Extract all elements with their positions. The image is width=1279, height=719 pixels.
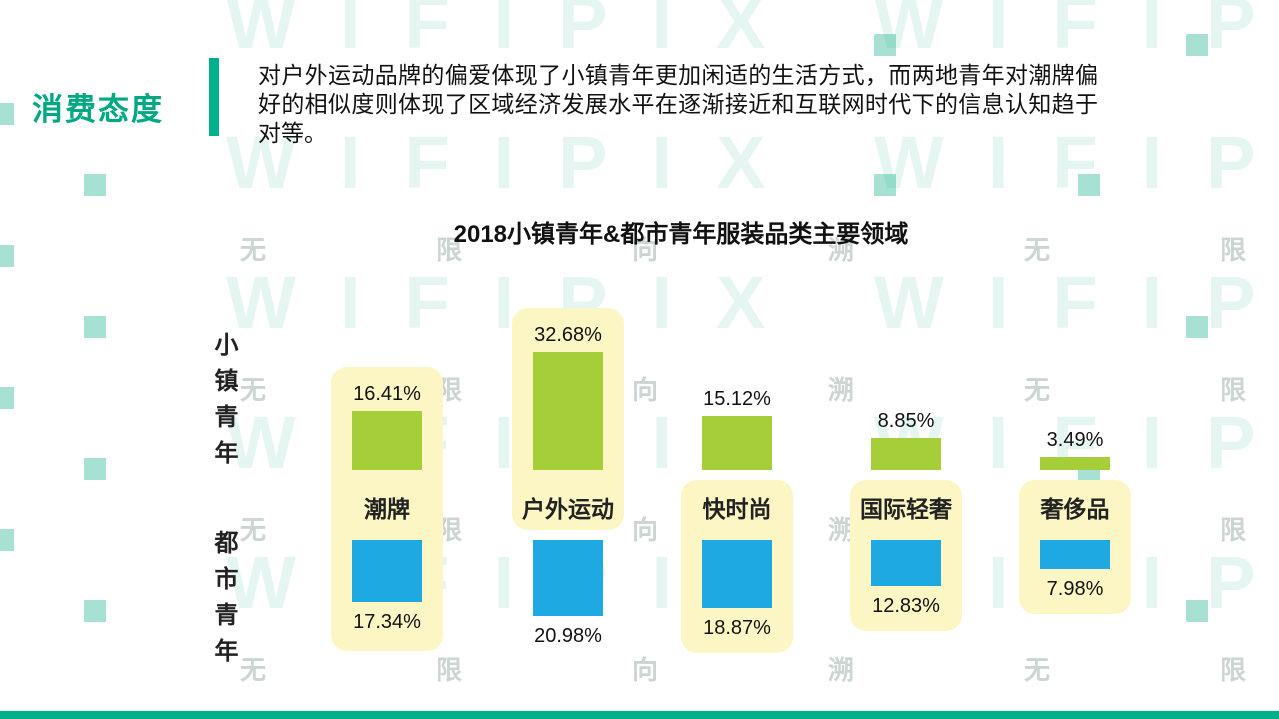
value-label-town-youth: 3.49% [1046,429,1104,451]
bar-urban-youth [352,540,422,602]
decor-square [84,174,106,196]
bar-urban-youth [1040,540,1110,569]
chart-column: 15.12% 快时尚 18.87% [681,290,793,710]
series-label-town-youth: 小镇青年 [210,332,237,476]
chart-column: 32.68% 户外运动 20.98% [512,290,624,710]
chart-title: 2018小镇青年&都市青年服装品类主要领域 [453,221,909,248]
value-label-urban-youth: 20.98% [534,625,602,647]
bar-urban-youth [533,540,603,616]
bar-town-youth [352,411,422,470]
section-accent-bar [209,58,219,136]
decor-square [0,103,14,125]
decor-square [1186,34,1208,56]
section-title: 消费态度 [32,92,164,127]
value-label-urban-youth: 12.83% [872,595,940,617]
section-description: 对户外运动品牌的偏爱体现了小镇青年更加闲适的生活方式，而两地青年对潮牌偏好的相似… [258,62,1098,146]
bar-town-youth [533,352,603,470]
category-label: 国际轻奢 [860,496,952,522]
series-label-urban-youth: 都市青年 [210,530,237,674]
decor-square [0,245,14,267]
watermark-brand-text: WIFIPIX WIFIPIX [226,0,1279,64]
bottom-accent-strip [0,711,1279,719]
bar-town-youth [1040,457,1110,470]
category-label: 潮牌 [364,496,410,522]
chart-column: 8.85% 国际轻奢 12.83% [850,290,962,710]
decor-square [874,174,896,196]
decor-square [1078,174,1100,196]
bar-town-youth [871,438,941,470]
value-label-town-youth: 32.68% [534,324,602,346]
value-label-urban-youth: 17.34% [353,611,421,633]
value-label-town-youth: 8.85% [877,410,935,432]
category-label: 奢侈品 [1040,496,1110,522]
bar-chart: 16.41% 潮牌 17.34% 32.68% 户外运动 20.98% 15.12% 快时尚 1… [0,290,1279,710]
bar-urban-youth [871,540,941,586]
category-label: 户外运动 [522,496,614,522]
chart-column: 16.41% 潮牌 17.34% [331,290,443,710]
chart-column: 3.49% 奢侈品 7.98% [1019,290,1131,710]
value-label-town-youth: 16.41% [353,383,421,405]
decor-square [874,34,896,56]
category-label: 快时尚 [702,496,772,522]
value-label-urban-youth: 18.87% [703,617,771,639]
bar-urban-youth [702,540,772,608]
value-label-town-youth: 15.12% [703,388,771,410]
value-label-urban-youth: 7.98% [1046,578,1104,600]
bar-town-youth [702,416,772,470]
